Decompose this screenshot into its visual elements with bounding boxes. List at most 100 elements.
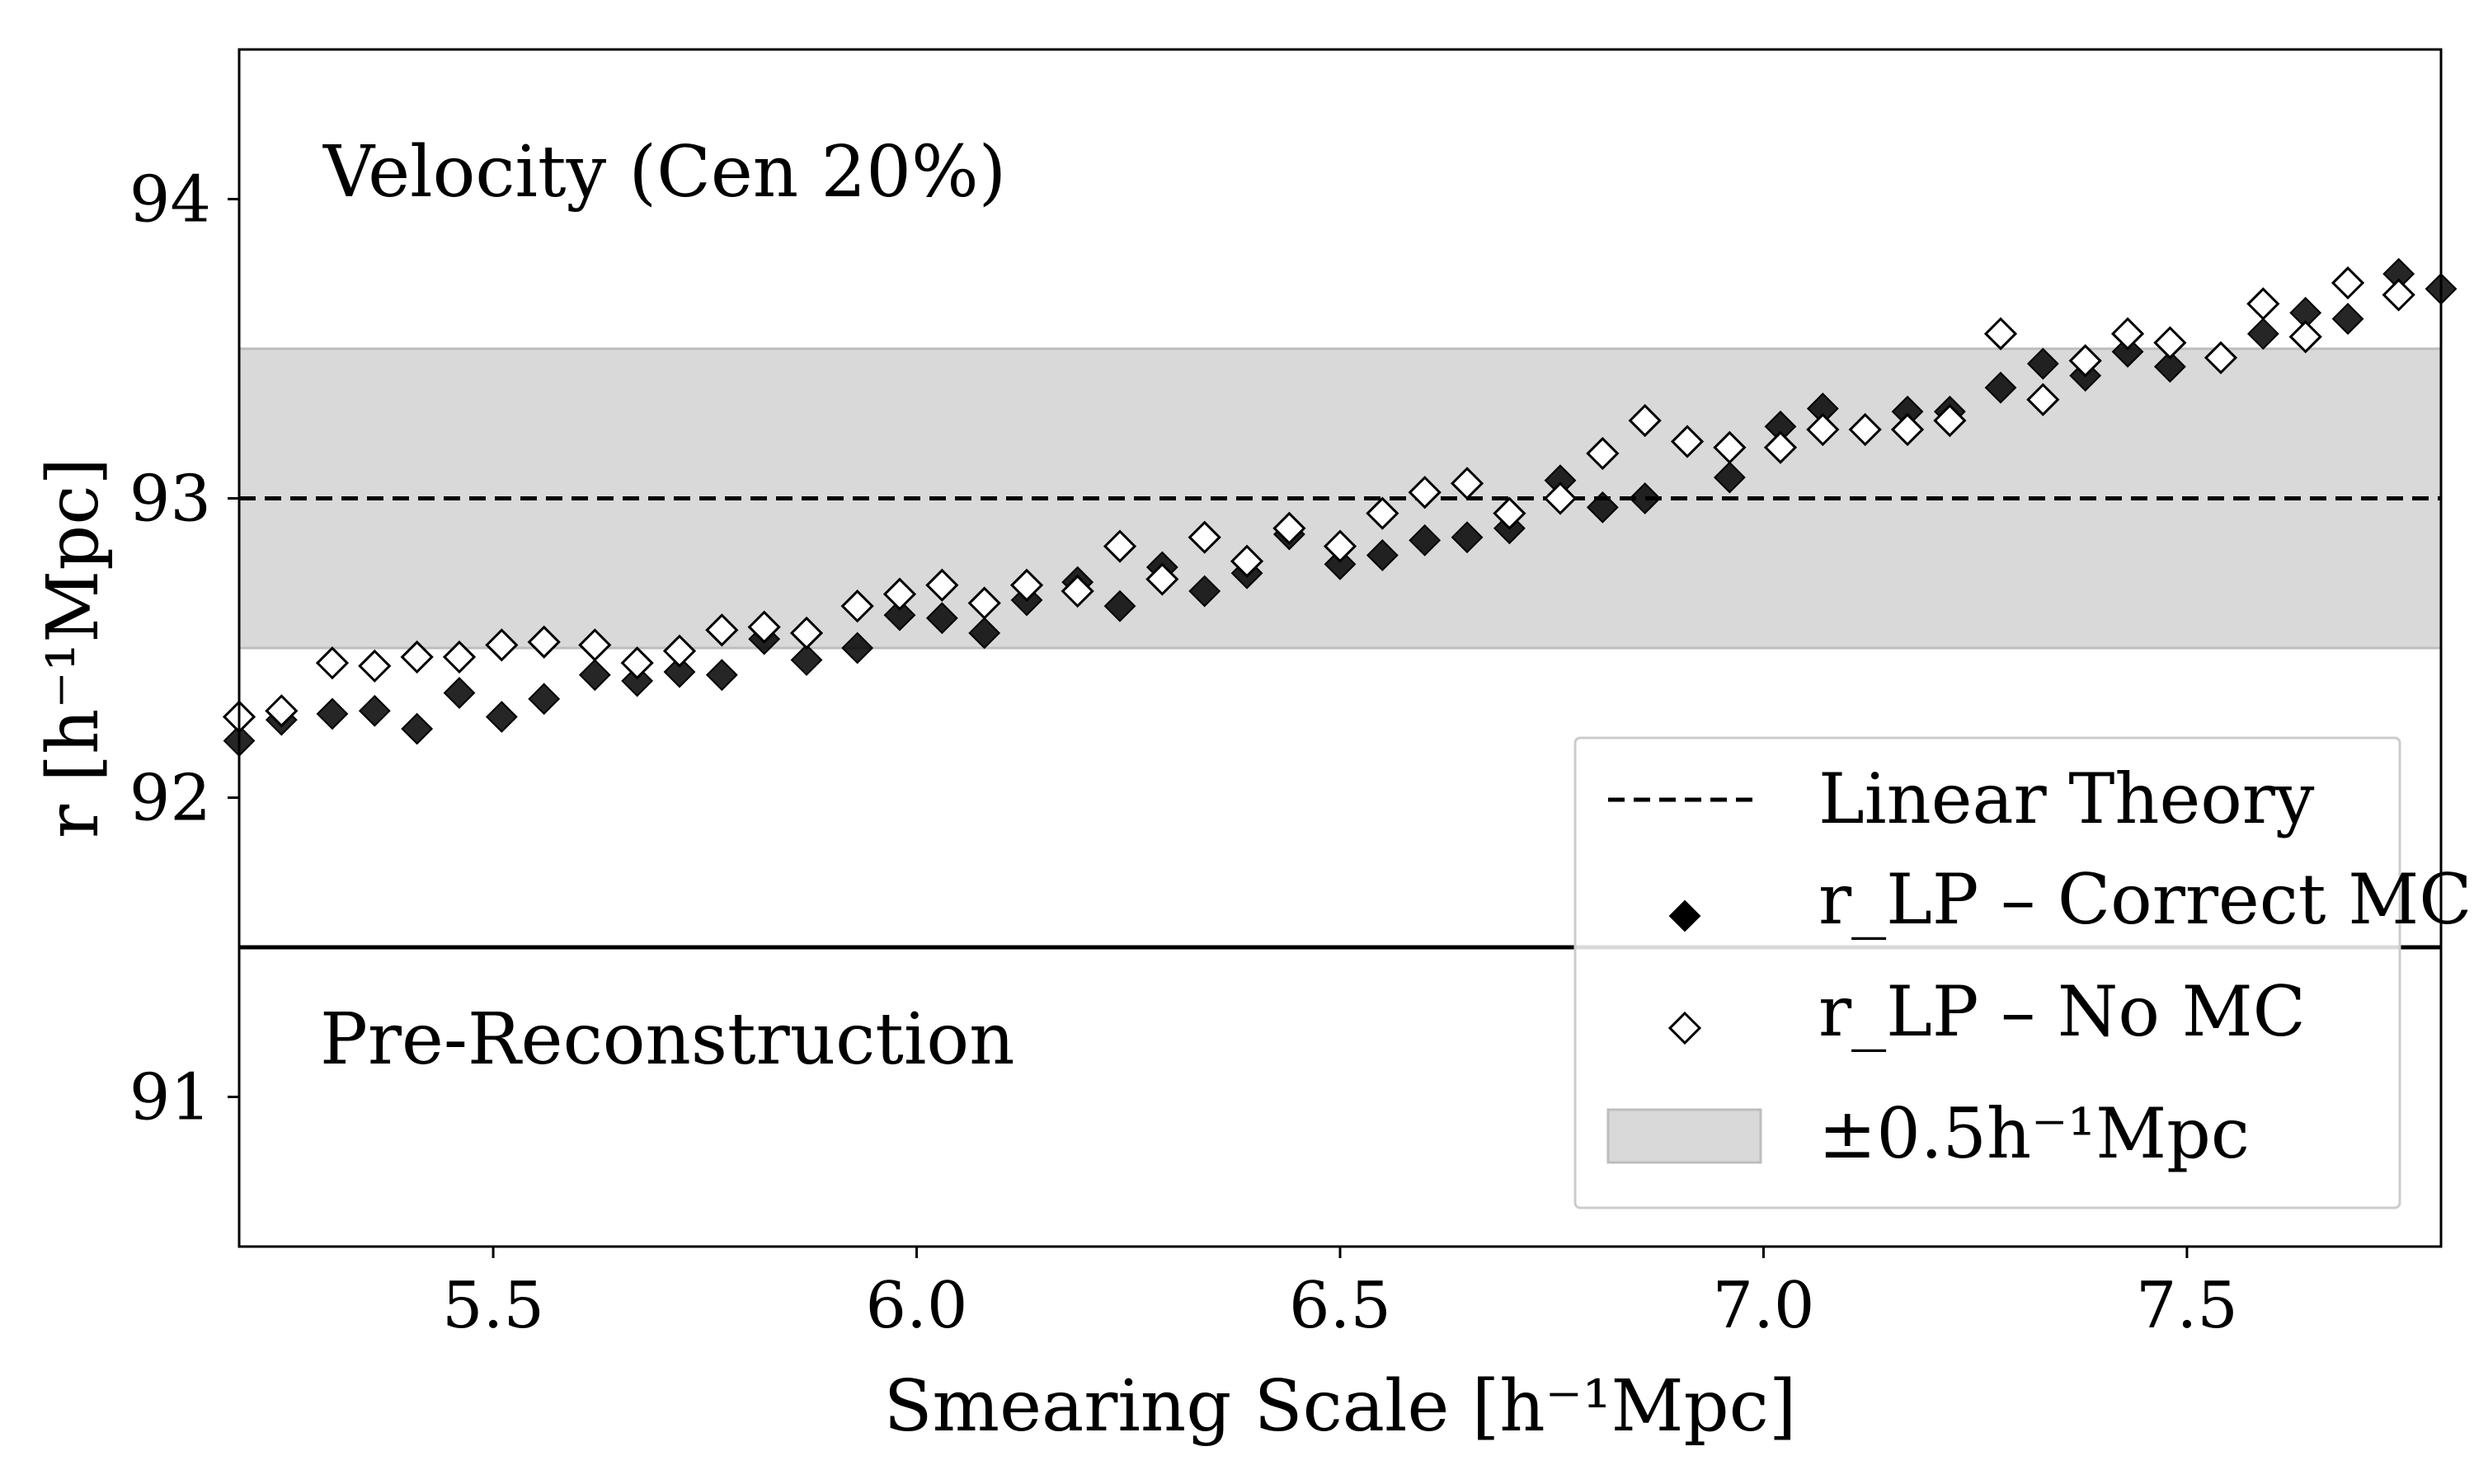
point-correct-mc <box>528 683 561 716</box>
point-correct-mc <box>1366 539 1399 571</box>
point-correct-mc <box>883 599 916 632</box>
point-no-mc <box>2288 320 2322 354</box>
point-no-mc <box>1408 476 1442 510</box>
point-no-mc <box>705 613 739 647</box>
point-no-mc <box>1103 529 1137 563</box>
point-correct-mc <box>358 694 391 727</box>
x-tick-label: 7.5 <box>2136 1269 2238 1343</box>
point-no-mc <box>1366 496 1399 530</box>
legend-band-swatch <box>1606 1108 1762 1164</box>
point-correct-mc <box>1409 524 1442 556</box>
point-no-mc <box>747 610 781 644</box>
legend-box <box>1573 736 2401 1209</box>
point-no-mc <box>1543 481 1578 515</box>
x-tick-label: 6.5 <box>1289 1269 1391 1343</box>
point-no-mc <box>1323 529 1357 563</box>
point-correct-mc <box>1629 482 1662 514</box>
annotation-top: Velocity (Cen 20%) <box>322 131 1006 214</box>
point-no-mc <box>2246 287 2280 321</box>
point-correct-mc <box>1713 461 1746 494</box>
legend-band-label: ±0.5h⁻¹Mpc <box>1818 1093 2250 1174</box>
x-tick-label: 6.0 <box>866 1269 968 1343</box>
point-no-mc <box>2026 383 2060 416</box>
point-no-mc <box>578 628 612 662</box>
point-correct-mc <box>443 677 476 709</box>
y-tick-label: 94 <box>129 163 211 237</box>
point-correct-mc <box>485 701 518 733</box>
x-axis: 5.5 6.0 6.5 7.0 7.5 <box>442 1247 2238 1343</box>
y-axis-title: r [h⁻¹Mpc] <box>32 458 115 838</box>
point-no-mc <box>1670 425 1705 458</box>
point-correct-mc <box>790 644 823 676</box>
point-no-mc <box>1806 412 1840 447</box>
point-no-mc <box>925 568 959 602</box>
point-correct-mc <box>1188 575 1221 608</box>
point-correct-mc <box>1451 521 1484 554</box>
point-no-mc <box>620 646 654 680</box>
point-correct-mc <box>316 697 349 730</box>
point-no-mc <box>265 694 299 728</box>
point-no-mc <box>2204 340 2238 375</box>
point-no-mc <box>1983 317 2018 350</box>
point-no-mc <box>2153 326 2187 359</box>
annotation-bottom: Pre-Reconstruction <box>320 998 1015 1081</box>
legend-nomc-label: r_LP – No MC <box>1818 971 2306 1052</box>
point-no-mc <box>485 628 519 662</box>
point-no-mc <box>1230 544 1264 578</box>
point-correct-mc <box>1103 589 1136 622</box>
point-no-mc <box>967 586 1001 620</box>
point-no-mc <box>2382 278 2415 312</box>
y-tick-label: 93 <box>129 463 211 537</box>
point-no-mc <box>1061 574 1094 608</box>
point-no-mc <box>1009 568 1044 602</box>
x-axis-title: Smearing Scale [h⁻¹Mpc] <box>884 1365 1797 1448</box>
point-no-mc <box>315 646 350 680</box>
point-no-mc <box>2068 344 2102 378</box>
series-no-mc <box>222 266 2415 734</box>
point-no-mc <box>1848 412 1882 447</box>
point-correct-mc <box>2331 303 2364 336</box>
point-correct-mc <box>2026 347 2059 380</box>
point-no-mc <box>1586 436 1620 471</box>
point-correct-mc <box>841 632 874 665</box>
point-no-mc <box>2110 317 2145 350</box>
point-no-mc <box>882 577 917 611</box>
point-correct-mc <box>578 659 611 692</box>
point-no-mc <box>1933 403 1967 438</box>
point-no-mc <box>400 640 434 674</box>
point-correct-mc <box>1586 491 1619 524</box>
point-correct-mc <box>968 617 1001 650</box>
point-no-mc <box>1763 430 1798 464</box>
legend-linear-label: Linear Theory <box>1818 758 2315 839</box>
point-correct-mc <box>705 659 738 692</box>
point-no-mc <box>1145 562 1179 596</box>
y-tick-label: 92 <box>129 762 211 836</box>
legend-correct-label: r_LP – Correct MC <box>1818 859 2472 940</box>
point-no-mc <box>2331 266 2365 300</box>
point-correct-mc <box>2246 317 2279 350</box>
point-no-mc <box>662 634 697 668</box>
legend-correct-swatch <box>1668 899 1701 932</box>
y-tick-label: 91 <box>129 1061 211 1135</box>
point-no-mc <box>442 640 477 674</box>
point-no-mc <box>1493 496 1526 530</box>
point-correct-mc <box>663 655 696 688</box>
point-correct-mc <box>2111 336 2144 369</box>
point-correct-mc <box>621 665 654 697</box>
point-no-mc <box>1450 467 1484 500</box>
legend-nomc-swatch <box>1667 1011 1702 1045</box>
point-no-mc <box>840 589 874 623</box>
point-no-mc <box>1890 412 1925 447</box>
point-correct-mc <box>925 602 958 635</box>
x-tick-label: 5.5 <box>442 1269 544 1343</box>
point-correct-mc <box>1324 547 1357 580</box>
point-no-mc <box>1628 403 1662 438</box>
point-no-mc <box>527 625 561 659</box>
point-no-mc <box>1713 430 1747 464</box>
x-tick-label: 7.0 <box>1712 1269 1814 1343</box>
point-no-mc <box>1272 511 1306 545</box>
point-no-mc <box>358 649 392 683</box>
point-correct-mc <box>401 712 434 745</box>
point-no-mc <box>1188 520 1221 554</box>
